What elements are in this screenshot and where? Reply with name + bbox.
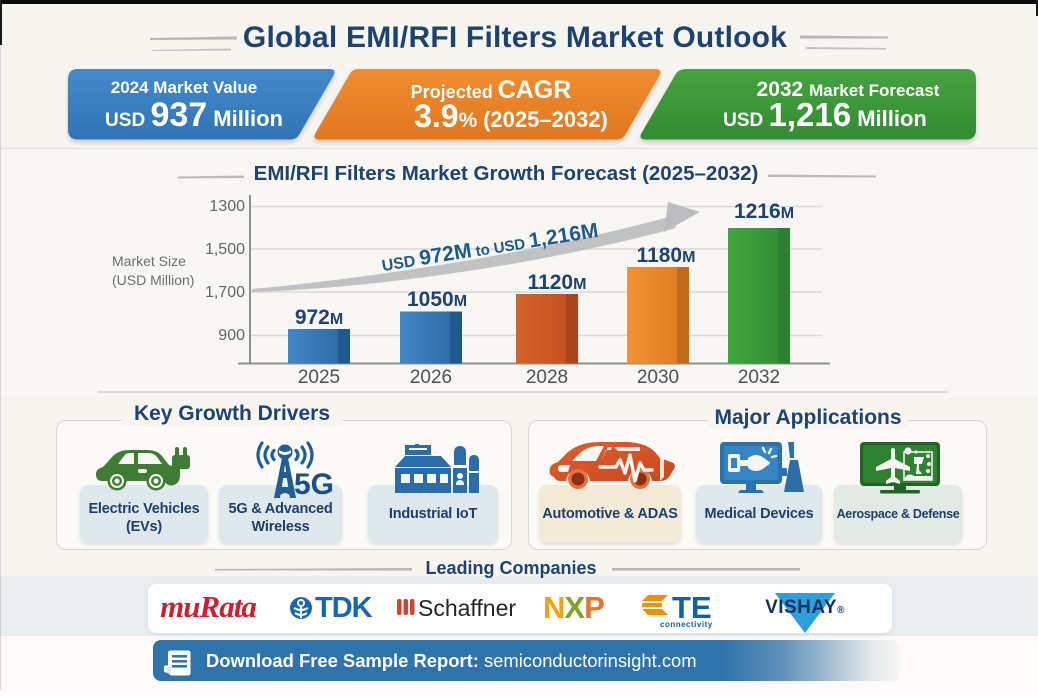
svg-text:5G: 5G <box>294 468 333 498</box>
